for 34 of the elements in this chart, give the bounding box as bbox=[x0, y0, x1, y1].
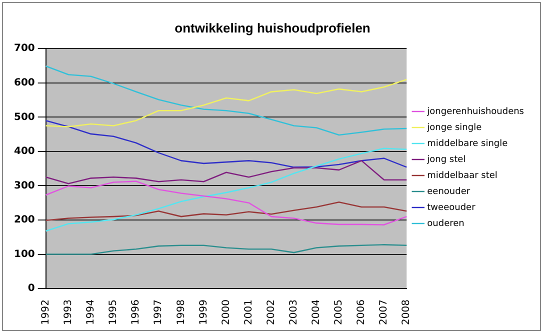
y-tick-label: 100 bbox=[14, 248, 35, 260]
legend-label: jonge single bbox=[426, 122, 482, 133]
x-tick-label: 1995 bbox=[108, 300, 120, 326]
x-tick-label: 2008 bbox=[401, 300, 412, 326]
y-tick-label: 500 bbox=[14, 112, 35, 123]
legend-label: middelbaar stel bbox=[427, 170, 498, 181]
legend-label: jong stel bbox=[426, 154, 466, 165]
y-tick-label: 0 bbox=[28, 283, 35, 294]
x-tick-label: 1993 bbox=[63, 300, 74, 326]
y-tick-label: 300 bbox=[14, 180, 35, 192]
x-tick-label: 1994 bbox=[86, 300, 97, 326]
x-tick-label: 2007 bbox=[378, 300, 390, 326]
x-tick-label: 2003 bbox=[288, 300, 300, 326]
x-tick-label: 1996 bbox=[130, 300, 142, 326]
x-tick-label: 1997 bbox=[153, 300, 164, 326]
x-tick-label: 1998 bbox=[176, 300, 187, 326]
x-tick-label: 2006 bbox=[356, 300, 368, 326]
x-tick-label: 2000 bbox=[220, 300, 232, 326]
x-tick-label: 2004 bbox=[311, 300, 322, 326]
x-tick-label: 2001 bbox=[243, 300, 254, 326]
y-tick-label: 400 bbox=[14, 146, 35, 158]
legend-label: jongerenhuishoudens bbox=[426, 106, 524, 117]
legend-label: eenouder bbox=[427, 186, 470, 197]
legend-label: ouderen bbox=[427, 218, 464, 229]
y-tick-label: 600 bbox=[14, 77, 35, 88]
legend-label: middelbare single bbox=[427, 138, 508, 149]
legend-label: tweeouder bbox=[427, 202, 476, 213]
x-tick-label: 1999 bbox=[198, 300, 210, 326]
chart-title: ontwikkeling huishoudprofielen bbox=[174, 20, 370, 36]
y-tick-label: 200 bbox=[14, 214, 35, 226]
x-tick-label: 2002 bbox=[266, 300, 277, 326]
x-tick-label: 1992 bbox=[40, 300, 52, 326]
y-tick-label: 700 bbox=[14, 43, 35, 54]
x-tick-label: 2005 bbox=[334, 300, 345, 326]
